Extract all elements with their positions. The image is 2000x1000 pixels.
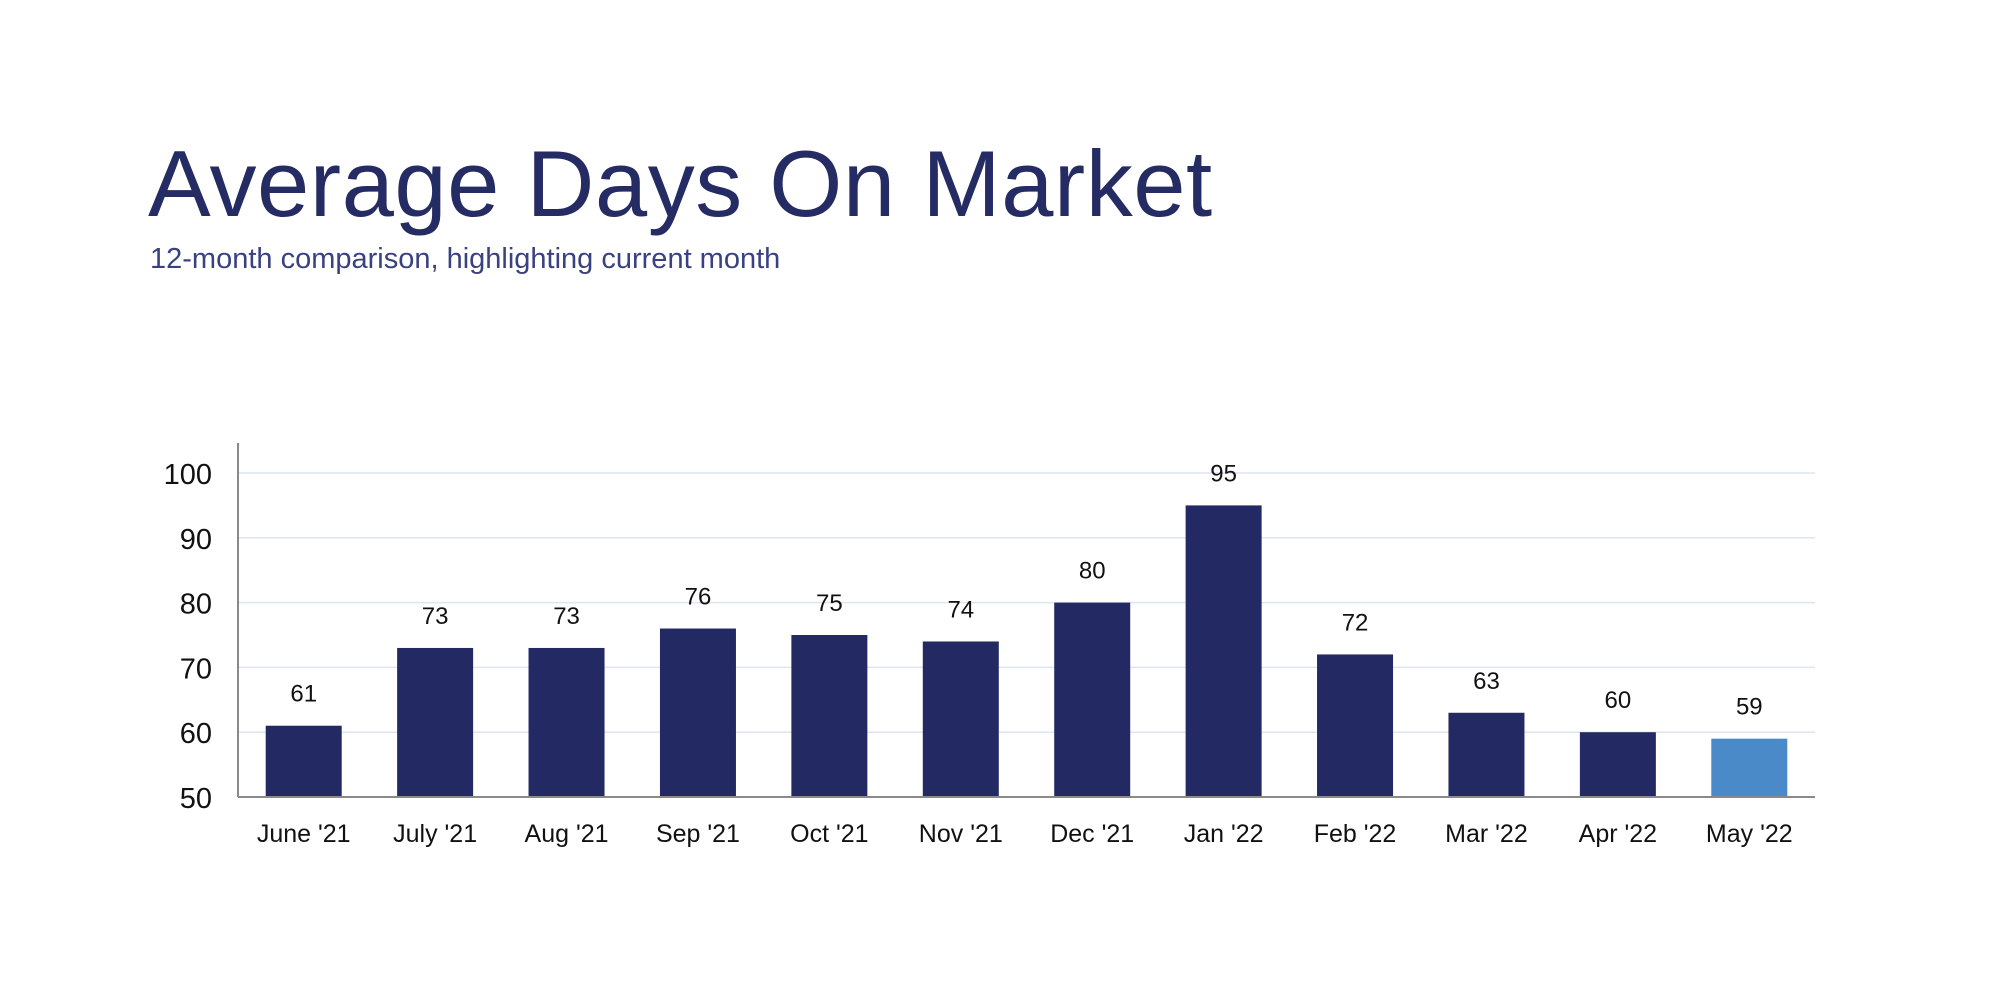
data-label: 76 <box>685 584 712 611</box>
bar <box>1054 602 1131 797</box>
data-label: 95 <box>1210 460 1237 487</box>
data-label: 72 <box>1342 609 1369 636</box>
data-label: 73 <box>422 603 449 630</box>
data-label: 63 <box>1473 668 1500 695</box>
data-label: 60 <box>1605 687 1632 714</box>
chart-subtitle: 12-month comparison, highlighting curren… <box>150 243 781 275</box>
data-label: 80 <box>1079 558 1106 585</box>
x-tick-label: Nov '21 <box>919 820 1003 848</box>
bar <box>397 647 474 797</box>
x-tick-label: Oct '21 <box>790 820 868 848</box>
y-tick-label: 50 <box>180 783 212 815</box>
bar <box>1317 654 1394 797</box>
bar <box>1711 738 1788 797</box>
y-tick-label: 100 <box>164 459 212 491</box>
x-tick-label: Feb '22 <box>1314 820 1397 848</box>
y-tick-label: 70 <box>180 653 212 685</box>
y-tick-label: 90 <box>180 524 212 556</box>
x-tick-label: Jan '22 <box>1184 820 1264 848</box>
bar <box>1185 505 1262 797</box>
x-tick-label: July '21 <box>393 820 477 848</box>
bar <box>659 628 736 797</box>
bar <box>265 725 342 797</box>
data-label: 73 <box>553 603 580 630</box>
y-tick-label: 60 <box>180 718 212 750</box>
x-tick-label: Apr '22 <box>1579 820 1657 848</box>
bar <box>1579 732 1656 797</box>
x-tick-label: Aug '21 <box>525 820 609 848</box>
x-tick-label: Dec '21 <box>1050 820 1134 848</box>
x-tick-label: June '21 <box>257 820 351 848</box>
bar <box>922 641 999 797</box>
bar <box>528 647 605 797</box>
bar <box>1448 712 1525 797</box>
x-tick-label: Sep '21 <box>656 820 740 848</box>
chart-title: Average Days On Market <box>148 131 1213 236</box>
bar <box>791 635 868 797</box>
x-tick-label: May '22 <box>1706 820 1793 848</box>
data-label: 75 <box>816 590 843 617</box>
x-tick-label: Mar '22 <box>1445 820 1528 848</box>
y-tick-label: 80 <box>180 589 212 621</box>
data-label: 74 <box>947 596 974 623</box>
data-label: 61 <box>290 681 317 708</box>
data-label: 59 <box>1736 694 1763 721</box>
